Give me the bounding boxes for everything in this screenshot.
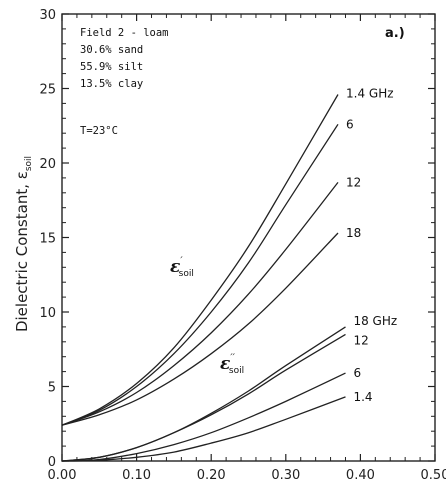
- field-note: Field 2 - loam: [80, 27, 169, 39]
- clay-note: 13.5% clay: [80, 78, 143, 90]
- y-tick-label: 0: [48, 455, 56, 470]
- real-part-label: ε′ soil: [170, 256, 194, 279]
- series-label: 6: [353, 366, 361, 380]
- imag-part-label: ε′′ soil: [220, 353, 244, 376]
- series-label: 1.4: [353, 390, 372, 404]
- y-axis-title-group: Dielectric Constant, εsoil: [13, 156, 34, 332]
- x-tick-label: 0.30: [271, 468, 300, 483]
- temperature-note: T=23°C: [80, 125, 118, 137]
- series-group: [61, 94, 346, 462]
- series-label: 12: [346, 175, 361, 189]
- series-line-imag-6: [61, 372, 346, 462]
- series-label: 18: [346, 226, 361, 240]
- series-line-real-6: [61, 123, 339, 426]
- series-line-real-1.4-ghz: [61, 94, 339, 426]
- series-label: 1.4 GHz: [346, 86, 394, 100]
- x-tick-label: 0.00: [48, 468, 77, 483]
- series-label: 12: [353, 333, 368, 347]
- y-tick-label: 15: [39, 232, 56, 247]
- x-tick-label: 0.40: [346, 468, 375, 483]
- y-tick-label: 10: [39, 306, 56, 321]
- y-axis: 0 5 10 15 20 25 30: [39, 8, 435, 470]
- y-tick-label: 25: [39, 83, 56, 98]
- sand-note: 30.6% sand: [80, 44, 143, 56]
- y-tick-label: 20: [39, 157, 56, 172]
- x-tick-label: 0.10: [122, 468, 151, 483]
- x-axis: 0.00 0.10 0.20 0.30 0.40 0.50: [48, 14, 446, 483]
- x-tick-label: 0.50: [421, 468, 446, 483]
- series-labels: 1.4 GHz 6 12 18 18 GHz 12 6 1.4: [346, 86, 397, 403]
- series-line-imag-12: [61, 333, 346, 462]
- y-axis-title: Dielectric Constant, εsoil: [13, 156, 34, 332]
- x-tick-label: 0.20: [197, 468, 226, 483]
- series-line-imag-1.4: [61, 396, 346, 462]
- series-label: 18 GHz: [353, 314, 397, 328]
- series-line-real-12: [61, 181, 339, 426]
- silt-note: 55.9% silt: [80, 61, 143, 73]
- series-label: 6: [346, 117, 354, 131]
- y-tick-label: 5: [48, 381, 56, 396]
- panel-label: a.): [385, 26, 405, 41]
- series-line-real-18: [61, 232, 339, 426]
- y-tick-label: 30: [39, 8, 56, 23]
